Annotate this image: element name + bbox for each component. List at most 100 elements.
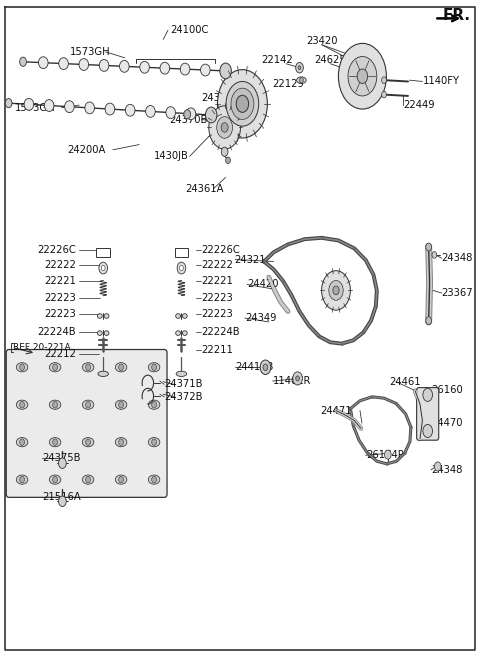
Text: 24200A: 24200A — [67, 145, 106, 155]
Ellipse shape — [104, 331, 109, 336]
Circle shape — [20, 439, 24, 445]
Ellipse shape — [115, 400, 127, 409]
Ellipse shape — [49, 438, 61, 447]
Text: 24370B: 24370B — [169, 114, 207, 125]
Circle shape — [5, 99, 12, 108]
Text: 1140FY: 1140FY — [423, 76, 460, 87]
Circle shape — [382, 77, 386, 83]
Circle shape — [20, 476, 24, 483]
Ellipse shape — [59, 58, 68, 70]
Ellipse shape — [182, 331, 187, 336]
Ellipse shape — [105, 103, 115, 115]
Circle shape — [152, 439, 156, 445]
Ellipse shape — [104, 314, 109, 319]
Text: 24350D: 24350D — [202, 93, 241, 103]
Text: 1573GH: 1573GH — [14, 102, 55, 113]
Ellipse shape — [166, 106, 176, 118]
Text: 24372B: 24372B — [165, 392, 203, 402]
Circle shape — [184, 110, 191, 119]
Circle shape — [384, 450, 391, 459]
Text: 22224B: 22224B — [202, 327, 240, 338]
Text: 24321: 24321 — [234, 254, 266, 265]
Ellipse shape — [148, 438, 160, 447]
Text: 22223: 22223 — [202, 293, 233, 304]
Circle shape — [338, 43, 386, 109]
Text: 22224B: 22224B — [37, 327, 76, 338]
Circle shape — [217, 70, 267, 138]
Ellipse shape — [97, 331, 102, 336]
Circle shape — [20, 364, 24, 371]
Circle shape — [426, 243, 432, 251]
Circle shape — [329, 281, 343, 300]
Circle shape — [226, 81, 259, 126]
Text: 22222: 22222 — [44, 260, 76, 270]
Circle shape — [180, 265, 183, 271]
Text: 22226C: 22226C — [202, 245, 240, 256]
Ellipse shape — [115, 363, 127, 372]
Ellipse shape — [182, 314, 187, 319]
Text: 26174P: 26174P — [366, 450, 404, 461]
Text: 24461: 24461 — [389, 376, 420, 387]
Ellipse shape — [83, 363, 94, 372]
Text: 24348: 24348 — [431, 464, 462, 475]
Text: 24100C: 24100C — [170, 25, 209, 35]
Ellipse shape — [44, 100, 54, 112]
Text: 23420: 23420 — [306, 36, 337, 47]
Circle shape — [322, 271, 350, 310]
Text: 1140ER: 1140ER — [273, 376, 311, 386]
Circle shape — [205, 107, 217, 123]
Circle shape — [59, 458, 66, 468]
Circle shape — [298, 66, 301, 70]
Text: 24470: 24470 — [431, 418, 463, 428]
Circle shape — [296, 62, 303, 73]
Ellipse shape — [24, 99, 34, 110]
Circle shape — [119, 364, 123, 371]
Text: 22221: 22221 — [44, 275, 76, 286]
Circle shape — [85, 401, 91, 408]
Text: 24375B: 24375B — [42, 453, 81, 463]
Text: 22449: 22449 — [403, 100, 435, 110]
Ellipse shape — [115, 475, 127, 484]
Ellipse shape — [49, 400, 61, 409]
Ellipse shape — [16, 363, 28, 372]
Bar — [96, 248, 110, 256]
Text: 22211: 22211 — [202, 344, 233, 355]
Bar — [175, 248, 188, 256]
Text: 22129: 22129 — [273, 79, 304, 89]
Text: 26160: 26160 — [431, 385, 463, 396]
Circle shape — [263, 364, 268, 371]
Ellipse shape — [65, 101, 74, 112]
Ellipse shape — [16, 475, 28, 484]
Circle shape — [59, 496, 66, 507]
Circle shape — [432, 252, 437, 258]
Circle shape — [53, 401, 58, 408]
Text: REF 20-221A: REF 20-221A — [13, 343, 71, 352]
Text: 24420: 24420 — [247, 279, 279, 290]
Circle shape — [221, 123, 228, 132]
Text: 1573GH: 1573GH — [70, 47, 110, 57]
Circle shape — [236, 95, 249, 112]
FancyBboxPatch shape — [6, 350, 167, 497]
Ellipse shape — [120, 60, 129, 72]
Circle shape — [53, 364, 58, 371]
Text: 24349: 24349 — [245, 313, 276, 323]
Circle shape — [382, 91, 386, 98]
Ellipse shape — [140, 61, 149, 73]
Circle shape — [293, 372, 302, 385]
Circle shape — [152, 476, 156, 483]
Ellipse shape — [176, 314, 180, 319]
Text: 21516A: 21516A — [42, 491, 81, 502]
Circle shape — [177, 262, 186, 274]
Ellipse shape — [148, 400, 160, 409]
Circle shape — [231, 88, 254, 120]
Ellipse shape — [297, 77, 306, 83]
Ellipse shape — [83, 400, 94, 409]
Text: 22223: 22223 — [44, 293, 76, 304]
Circle shape — [221, 147, 228, 156]
Ellipse shape — [176, 331, 180, 336]
Circle shape — [53, 439, 58, 445]
Ellipse shape — [83, 475, 94, 484]
Ellipse shape — [148, 363, 160, 372]
Text: 22226C: 22226C — [37, 245, 76, 256]
Ellipse shape — [186, 108, 196, 120]
